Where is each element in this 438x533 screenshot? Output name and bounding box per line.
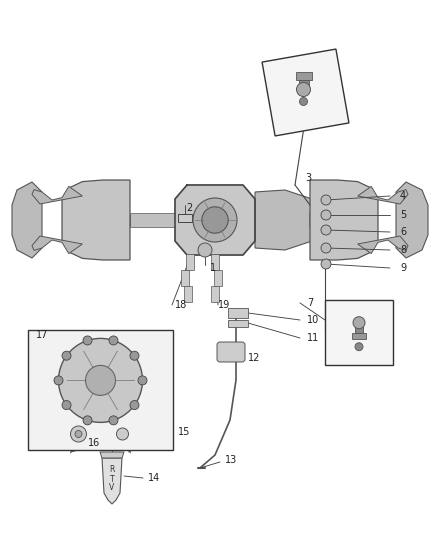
Circle shape: [198, 243, 212, 257]
Text: 9: 9: [400, 263, 406, 273]
Polygon shape: [214, 270, 222, 286]
Polygon shape: [32, 187, 82, 204]
Polygon shape: [396, 182, 428, 258]
Circle shape: [109, 416, 118, 425]
Circle shape: [54, 376, 63, 385]
Text: 13: 13: [225, 455, 237, 465]
Circle shape: [83, 416, 92, 425]
Polygon shape: [181, 270, 189, 286]
Circle shape: [355, 343, 363, 351]
Text: 12: 12: [248, 353, 260, 363]
Circle shape: [321, 243, 331, 253]
Polygon shape: [102, 458, 122, 504]
Text: 17: 17: [36, 330, 48, 340]
Text: 1: 1: [210, 263, 216, 273]
Circle shape: [193, 198, 237, 242]
Circle shape: [321, 259, 331, 269]
Circle shape: [109, 336, 118, 345]
Polygon shape: [296, 71, 311, 79]
Polygon shape: [299, 79, 308, 90]
Polygon shape: [262, 49, 349, 136]
Polygon shape: [352, 333, 366, 338]
Text: T: T: [110, 474, 114, 483]
Circle shape: [130, 401, 139, 409]
Polygon shape: [186, 254, 194, 270]
FancyBboxPatch shape: [217, 342, 245, 362]
Circle shape: [353, 317, 365, 329]
Polygon shape: [62, 180, 130, 260]
Text: 10: 10: [307, 315, 319, 325]
Text: 18: 18: [175, 300, 187, 310]
Circle shape: [321, 225, 331, 235]
Circle shape: [297, 83, 311, 96]
Circle shape: [62, 401, 71, 409]
Polygon shape: [310, 180, 378, 260]
Polygon shape: [211, 286, 219, 302]
Polygon shape: [211, 254, 219, 270]
Circle shape: [85, 366, 116, 395]
Text: 15: 15: [178, 427, 191, 437]
Text: 4: 4: [400, 191, 406, 201]
Circle shape: [59, 338, 142, 422]
Text: 11: 11: [307, 333, 319, 343]
Text: 2: 2: [186, 203, 192, 213]
Polygon shape: [357, 236, 408, 254]
Polygon shape: [12, 182, 42, 258]
Polygon shape: [184, 286, 192, 302]
Polygon shape: [228, 320, 248, 327]
Circle shape: [202, 207, 228, 233]
Circle shape: [71, 426, 86, 442]
Polygon shape: [228, 308, 248, 318]
Circle shape: [62, 351, 71, 360]
Text: R: R: [110, 465, 115, 474]
Text: 14: 14: [148, 473, 160, 483]
Text: 19: 19: [218, 300, 230, 310]
Text: V: V: [110, 483, 115, 492]
Circle shape: [75, 431, 82, 438]
Polygon shape: [130, 213, 175, 227]
Text: 8: 8: [400, 245, 406, 255]
Circle shape: [321, 195, 331, 205]
Bar: [28, 330, 173, 450]
Circle shape: [300, 98, 307, 106]
Circle shape: [138, 376, 147, 385]
Text: 16: 16: [88, 438, 100, 448]
Text: 6: 6: [400, 227, 406, 237]
Polygon shape: [175, 185, 255, 255]
Text: 5: 5: [400, 210, 406, 220]
Polygon shape: [32, 236, 82, 254]
Polygon shape: [355, 322, 363, 333]
Circle shape: [321, 210, 331, 220]
Circle shape: [83, 336, 92, 345]
Polygon shape: [100, 452, 124, 458]
Text: 7: 7: [307, 298, 313, 308]
Circle shape: [130, 351, 139, 360]
Polygon shape: [357, 187, 408, 204]
Polygon shape: [255, 213, 310, 227]
Polygon shape: [255, 190, 335, 250]
Text: 3: 3: [305, 173, 311, 183]
Circle shape: [117, 428, 128, 440]
Polygon shape: [178, 214, 192, 222]
Bar: [325, 300, 393, 365]
